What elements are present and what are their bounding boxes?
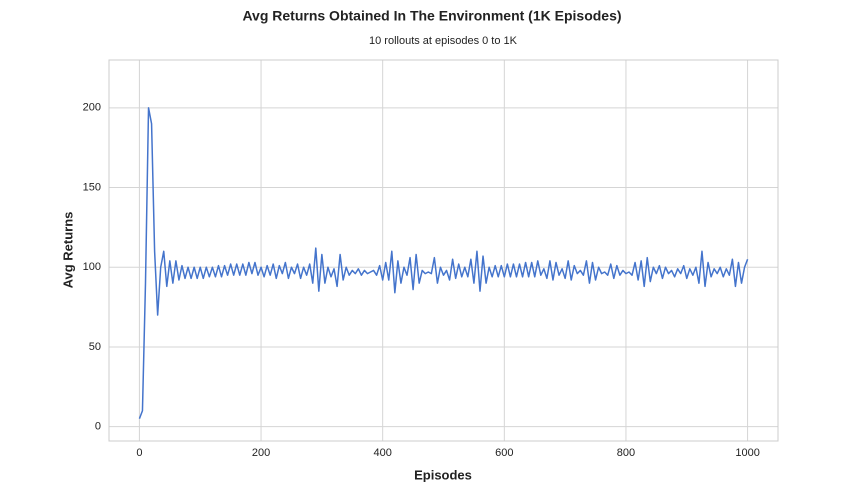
x-tick-label: 400: [374, 447, 392, 459]
x-tick-label: 600: [495, 447, 513, 459]
y-tick-label: 150: [83, 181, 101, 193]
y-tick-label: 100: [83, 261, 101, 273]
y-tick-label: 200: [83, 102, 101, 114]
chart-subtitle: 10 rollouts at episodes 0 to 1K: [369, 35, 518, 47]
x-tick-label: 200: [252, 447, 270, 459]
chart-title: Avg Returns Obtained In The Environment …: [242, 8, 621, 24]
x-tick-label: 800: [617, 447, 635, 459]
x-axis-label: Episodes: [414, 467, 472, 482]
x-tick-label: 0: [136, 447, 142, 459]
grid: [109, 60, 778, 441]
y-tick-label: 0: [95, 421, 101, 433]
y-axis-label: Avg Returns: [60, 212, 75, 289]
y-tick-label: 50: [89, 341, 101, 353]
plot-frame: [108, 59, 779, 442]
x-tick-label: 1000: [735, 447, 759, 459]
data-line: [138, 107, 749, 419]
plot: [138, 107, 749, 419]
